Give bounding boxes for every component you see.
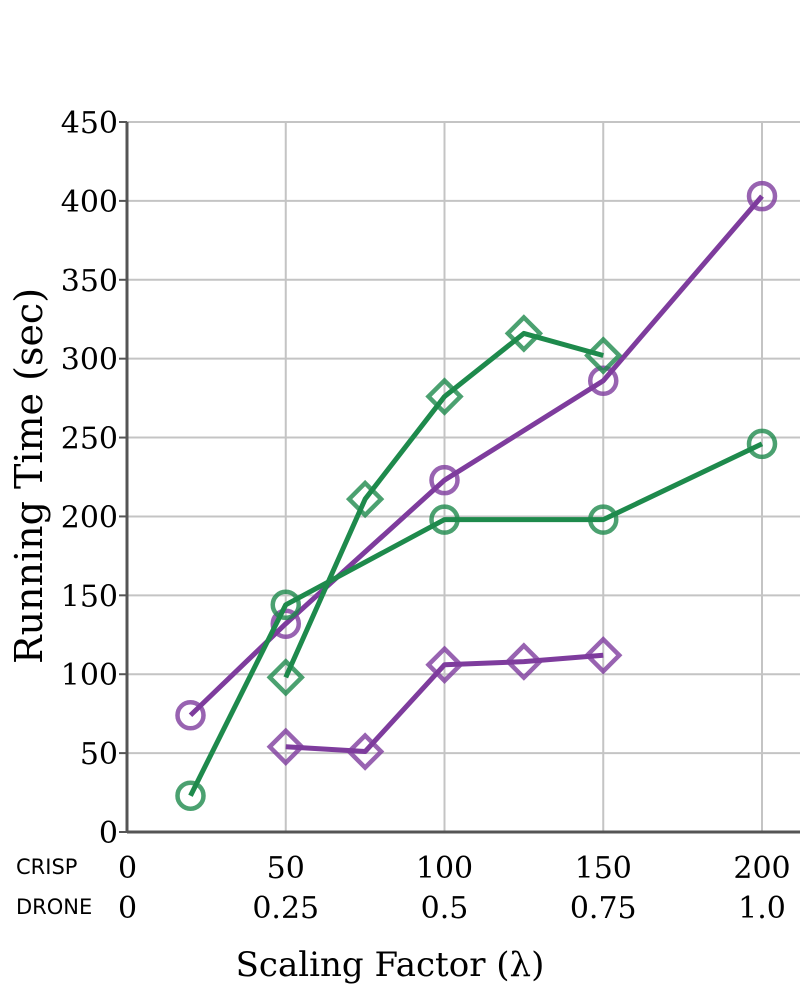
series-green-diamond — [266, 314, 623, 697]
x-tick-rows: CRISP 0 50 100 150 200 DRONE 0 0.25 0.5 0.75 1.0 — [16, 851, 791, 926]
y-axis-label: Running Time (sec) — [7, 288, 51, 664]
y-tick-label: 400 — [61, 185, 118, 220]
series-line — [285, 652, 604, 755]
y-tick-label: 450 — [61, 106, 118, 141]
x-tick-label: 0.5 — [421, 891, 469, 926]
y-tick-label: 50 — [80, 737, 118, 772]
x-axis-label: Scaling Factor (λ) — [236, 945, 545, 985]
data-point — [270, 589, 301, 621]
x-tick-label: 0.75 — [570, 891, 637, 926]
data-point — [425, 645, 464, 684]
data-point — [746, 428, 778, 460]
data-point — [429, 464, 460, 496]
series-line — [188, 194, 764, 718]
y-tick-label: 0 — [99, 816, 118, 851]
data-point — [345, 479, 385, 519]
x-tick-label: 100 — [416, 851, 473, 886]
y-tick-labels: 0 50 100 150 200 250 300 350 400 450 — [61, 106, 118, 851]
x-tick-label: 0.25 — [252, 891, 319, 926]
x-tick-label: 1.0 — [738, 891, 786, 926]
data-point — [425, 377, 464, 416]
y-tick-label: 250 — [61, 422, 118, 457]
x-row-label-crisp: CRISP — [16, 855, 77, 879]
data-point — [266, 658, 305, 697]
data-point — [175, 780, 206, 811]
data-point — [588, 365, 619, 397]
data-point — [429, 504, 460, 535]
series-line — [188, 441, 764, 797]
y-tick-label: 300 — [61, 343, 118, 378]
series-green-circle — [175, 428, 778, 811]
x-row-label-drone: DRONE — [16, 895, 92, 919]
series-purple-diamond — [266, 636, 623, 771]
series-group — [175, 180, 778, 811]
axes — [119, 121, 800, 834]
x-tick-label: 200 — [733, 851, 790, 886]
data-point — [270, 608, 301, 639]
y-tick-label: 350 — [61, 264, 118, 299]
y-tick-label: 200 — [61, 500, 118, 535]
data-point — [345, 732, 385, 771]
series-purple-circle — [175, 180, 778, 731]
x-tick-label: 50 — [267, 851, 305, 886]
data-point — [504, 642, 544, 681]
y-tick-label: 150 — [61, 579, 118, 614]
data-point — [588, 504, 619, 535]
data-point — [266, 727, 305, 766]
data-point — [584, 336, 623, 375]
y-tick-label: 100 — [61, 658, 118, 693]
x-tick-label: 150 — [575, 851, 632, 886]
data-point — [504, 314, 544, 353]
x-tick-label: 0 — [118, 891, 137, 926]
x-tick-label: 0 — [118, 851, 137, 886]
series-line — [283, 330, 604, 679]
grid-lines — [127, 121, 800, 832]
data-point — [584, 636, 623, 675]
data-point — [746, 180, 778, 212]
data-point — [175, 699, 206, 731]
